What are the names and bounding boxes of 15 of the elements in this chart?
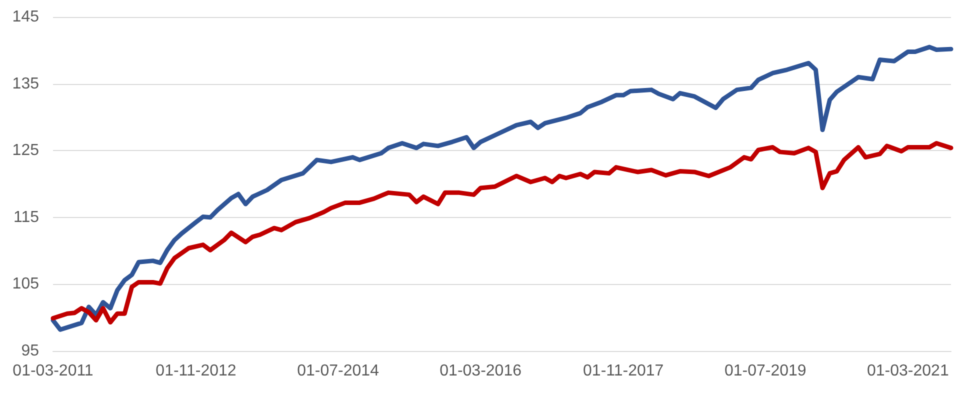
x-tick-label: 01-07-2014 — [297, 362, 380, 380]
x-tick-label: 01-11-2017 — [583, 362, 664, 380]
x-tick-label: 01-03-2021 — [867, 362, 949, 380]
y-tick-label: 135 — [12, 75, 40, 92]
y-tick-label: 145 — [12, 8, 40, 26]
line-series — [50, 44, 954, 332]
y-tick-label: 115 — [13, 208, 40, 226]
x-tick-label: 01-07-2019 — [724, 362, 806, 380]
x-tick-label: 01-03-2016 — [440, 362, 522, 380]
x-tick-label: 01-03-2011 — [12, 362, 94, 380]
y-tick-label: 105 — [12, 276, 40, 293]
x-tick-label: 01-11-2012 — [156, 362, 236, 380]
y-tick-label: 95 — [21, 342, 40, 360]
line-series — [50, 141, 954, 325]
y-tick-label: 125 — [12, 142, 40, 160]
